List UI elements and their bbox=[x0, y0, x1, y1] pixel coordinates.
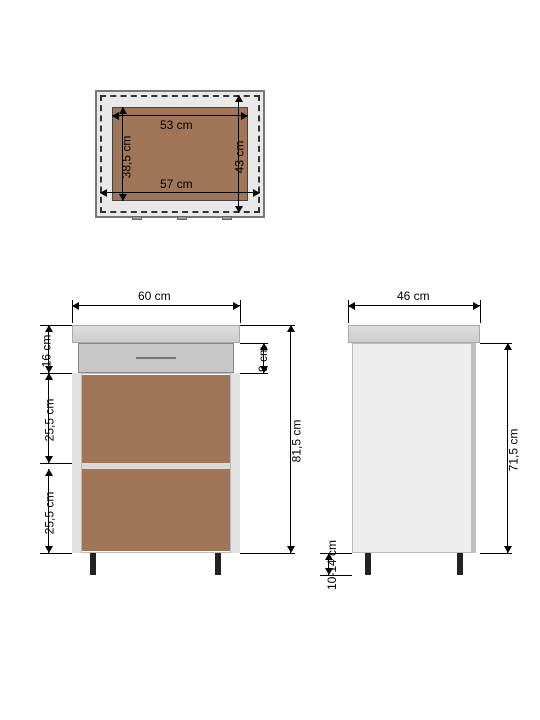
dim-label-side-height: 71,5 cm bbox=[506, 429, 520, 472]
dim-tick bbox=[240, 373, 268, 374]
dim-tick bbox=[40, 463, 72, 464]
dim-tick bbox=[480, 300, 481, 323]
dim-label-front-height: 81,5 cm bbox=[289, 420, 303, 463]
dim-arrow-front-width bbox=[72, 305, 240, 306]
front-view-shelf bbox=[82, 463, 230, 469]
dim-label-front-width: 60 cm bbox=[138, 289, 171, 303]
dim-label-inner-width: 53 cm bbox=[160, 118, 193, 132]
side-view-front-edge bbox=[471, 343, 476, 553]
dim-label-inner-depth: 38,5 cm bbox=[119, 136, 133, 179]
dim-arrow-side-depth bbox=[348, 305, 480, 306]
dim-arrow-outer-width bbox=[100, 192, 260, 193]
dim-tick bbox=[40, 553, 72, 554]
front-view-side-panel-left bbox=[72, 373, 82, 553]
front-view-leg bbox=[90, 553, 96, 575]
dim-label-shelf2: 25,5 cm bbox=[42, 492, 56, 535]
front-view-leg bbox=[215, 553, 221, 575]
dim-tick bbox=[240, 553, 295, 554]
front-view-side-panel-right bbox=[230, 373, 240, 553]
side-view-body bbox=[352, 343, 476, 553]
top-view-notch bbox=[222, 216, 232, 220]
top-view-notch bbox=[132, 216, 142, 220]
dim-tick bbox=[480, 553, 512, 554]
dim-label-drawer-height: 16 cm bbox=[39, 335, 53, 368]
side-view-leg bbox=[457, 553, 463, 575]
front-view-drawer bbox=[78, 343, 234, 373]
dim-label-side-depth: 46 cm bbox=[397, 289, 430, 303]
dim-tick bbox=[240, 300, 241, 323]
dim-label-outer-width: 57 cm bbox=[160, 177, 193, 191]
dim-label-shelf1: 25,5 cm bbox=[42, 399, 56, 442]
side-view-leg bbox=[365, 553, 371, 575]
front-view-countertop bbox=[72, 325, 240, 343]
diagram-canvas: 53 cm 57 cm 38,5 cm 43 cm 60 cm 81,5 cm … bbox=[0, 0, 540, 720]
dim-label-outer-depth: 43 cm bbox=[232, 141, 246, 174]
dim-arrow-inner-width bbox=[112, 115, 248, 116]
side-view-countertop bbox=[348, 325, 480, 343]
dim-label-drawer-opening: 9 cm bbox=[256, 346, 270, 372]
dim-label-leg-height: 10-14 cm bbox=[325, 540, 339, 590]
top-view-notch bbox=[177, 216, 187, 220]
